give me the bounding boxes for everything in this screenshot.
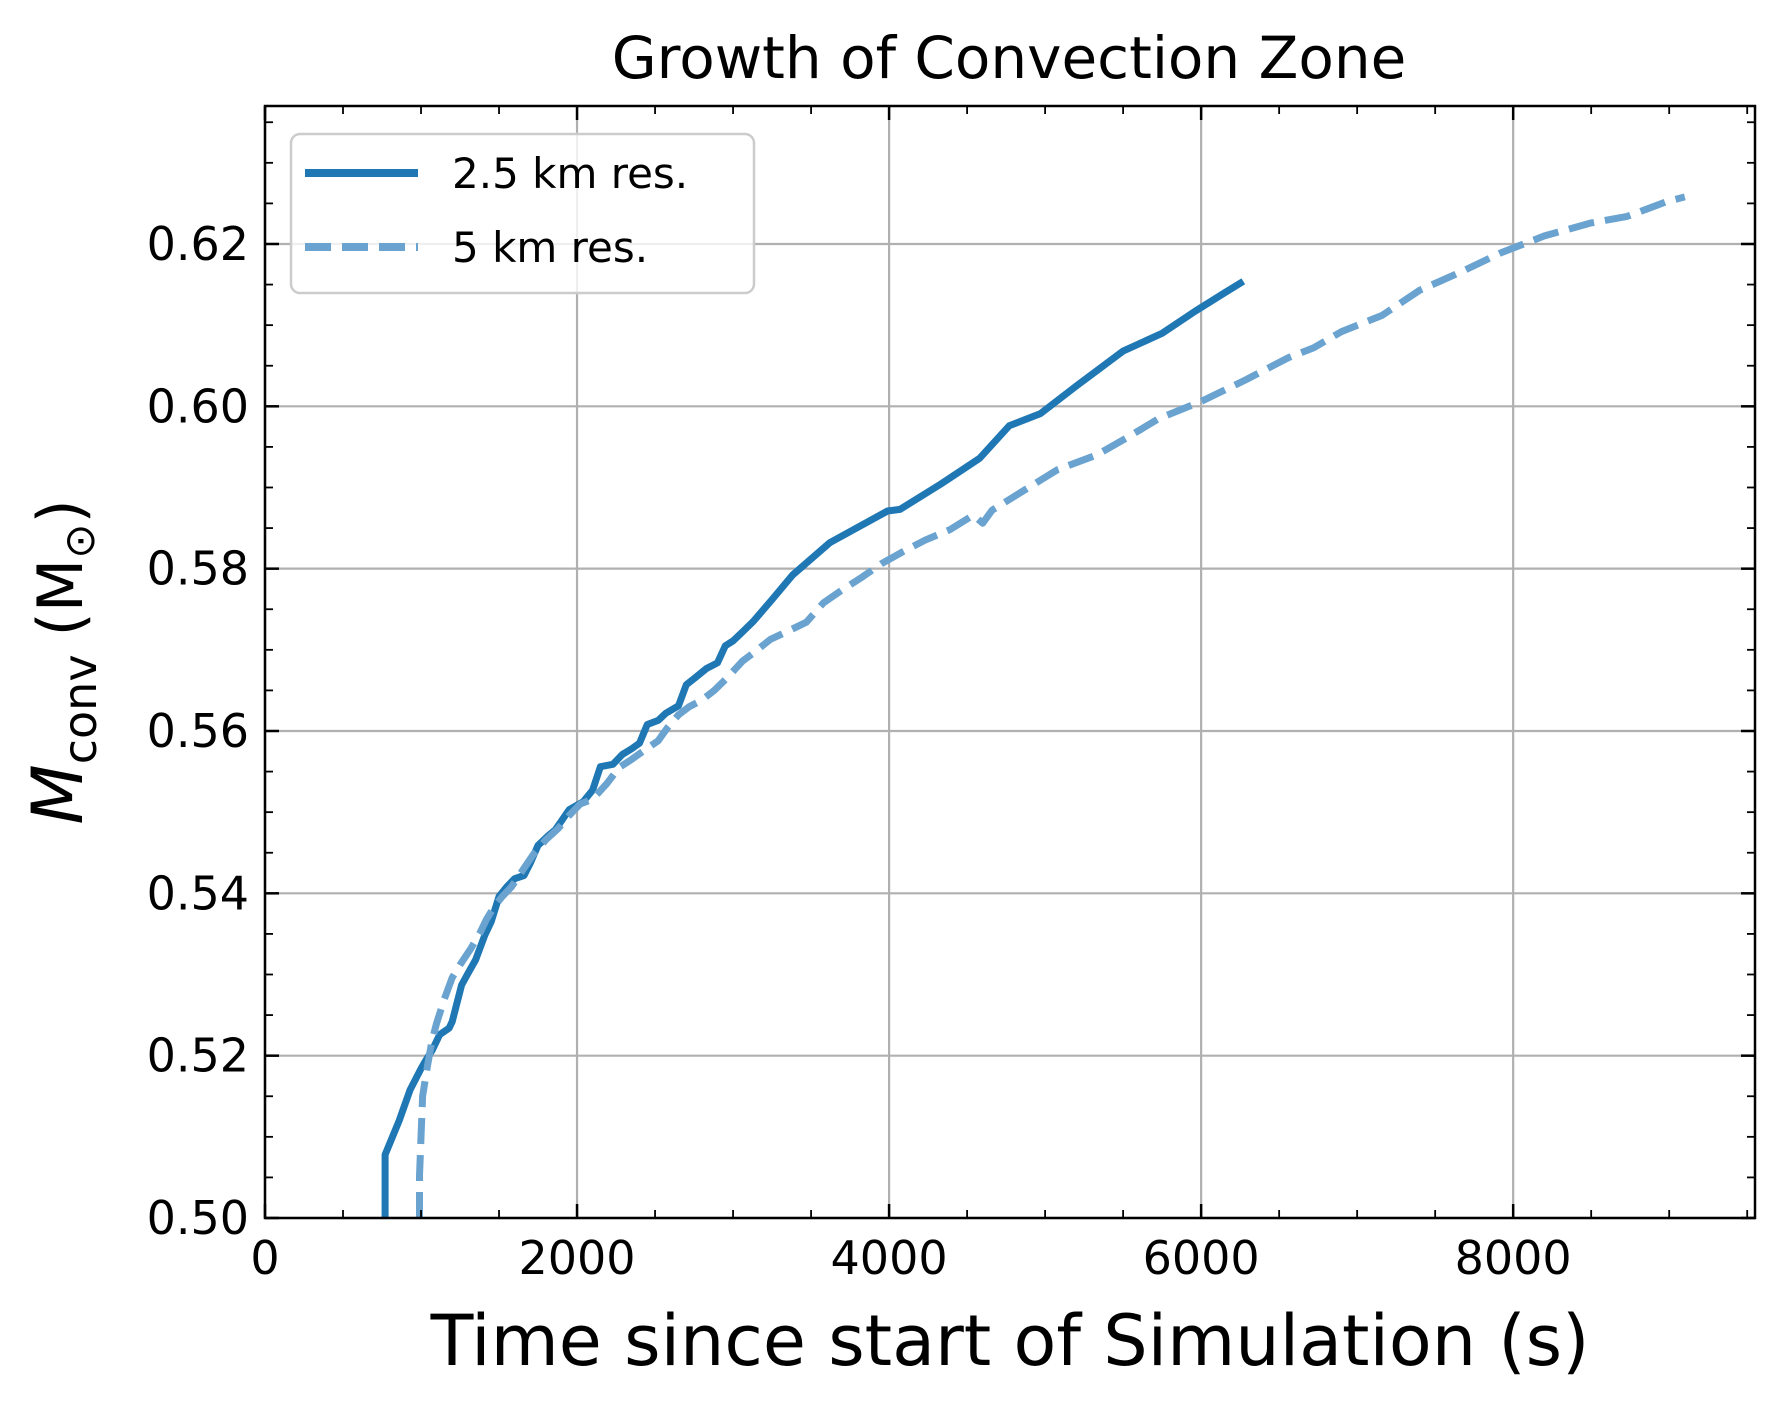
- series-group: [381, 193, 1686, 1218]
- x-tick-label: 0: [250, 1231, 279, 1285]
- legend-label-5km: 5 km res.: [452, 223, 648, 272]
- y-tick-label: 0.56: [147, 704, 249, 758]
- legend: 2.5 km res. 5 km res.: [289, 132, 756, 295]
- y-axis-label-unit-subscript: ⊙: [55, 524, 104, 559]
- tick-labels: 0 2000 4000 6000 8000 0.50 0.52 0.54 0.56 0.58 0.6…: [147, 217, 1572, 1285]
- y-axis-label-symbol: M: [17, 764, 99, 824]
- x-axis-label: Time since start of Simulation (s): [430, 1300, 1590, 1382]
- y-tick-label: 0.54: [147, 866, 249, 920]
- y-axis-label-unit: (M: [24, 559, 97, 637]
- y-tick-label: 0.62: [147, 217, 249, 271]
- y-axis-label-close: ): [24, 499, 97, 523]
- y-axis-label: Mconv (M⊙): [17, 499, 107, 824]
- x-tick-label: 6000: [1143, 1231, 1260, 1285]
- series-line-5km: [416, 193, 1686, 1218]
- series-line-2-5km: [381, 278, 1246, 1218]
- y-tick-label: 0.58: [147, 542, 249, 596]
- y-tick-label: 0.50: [147, 1191, 249, 1245]
- legend-label-2-5km: 2.5 km res.: [452, 149, 688, 198]
- y-axis-label-subscript: conv: [53, 654, 107, 764]
- x-tick-label: 8000: [1455, 1231, 1572, 1285]
- x-tick-label: 4000: [831, 1231, 948, 1285]
- y-tick-label: 0.52: [147, 1029, 249, 1083]
- chart-title: Growth of Convection Zone: [612, 24, 1407, 92]
- y-tick-label: 0.60: [147, 379, 249, 433]
- plot-frame: [263, 104, 1757, 1220]
- x-tick-label: 2000: [519, 1231, 636, 1285]
